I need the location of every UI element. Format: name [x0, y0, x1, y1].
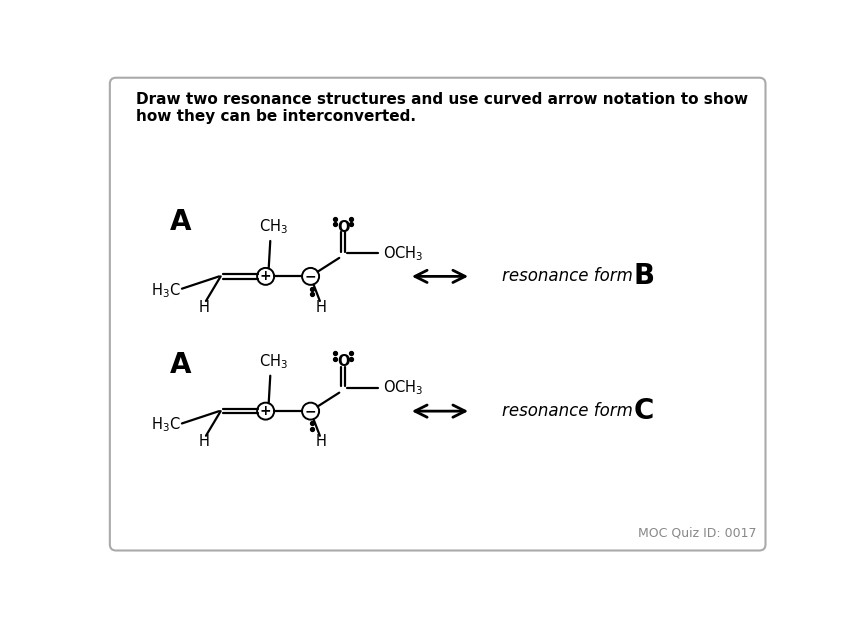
Text: Draw two resonance structures and use curved arrow notation to show
how they can: Draw two resonance structures and use cu… — [136, 91, 747, 124]
Text: resonance form: resonance form — [502, 267, 632, 285]
Text: O: O — [336, 220, 349, 234]
Text: H: H — [316, 300, 327, 315]
Text: B: B — [633, 262, 654, 290]
Text: CH$_3$: CH$_3$ — [258, 353, 287, 371]
Text: −: − — [305, 269, 316, 284]
Text: OCH$_3$: OCH$_3$ — [383, 244, 423, 262]
Text: A: A — [170, 208, 192, 236]
Text: +: + — [259, 404, 271, 418]
Text: H$_3$C: H$_3$C — [151, 415, 180, 434]
Text: H: H — [198, 434, 209, 450]
FancyBboxPatch shape — [110, 78, 764, 550]
Text: MOC Quiz ID: 0017: MOC Quiz ID: 0017 — [637, 527, 755, 540]
Text: OCH$_3$: OCH$_3$ — [383, 379, 423, 397]
Text: C: C — [633, 397, 653, 425]
Text: A: A — [170, 351, 192, 379]
Text: H: H — [198, 300, 209, 315]
Text: O: O — [336, 355, 349, 369]
Text: H$_3$C: H$_3$C — [151, 281, 180, 300]
Text: H: H — [316, 434, 327, 450]
Text: CH$_3$: CH$_3$ — [258, 218, 287, 236]
Text: resonance form: resonance form — [502, 402, 632, 420]
Text: −: − — [305, 404, 316, 418]
Text: +: + — [259, 269, 271, 284]
